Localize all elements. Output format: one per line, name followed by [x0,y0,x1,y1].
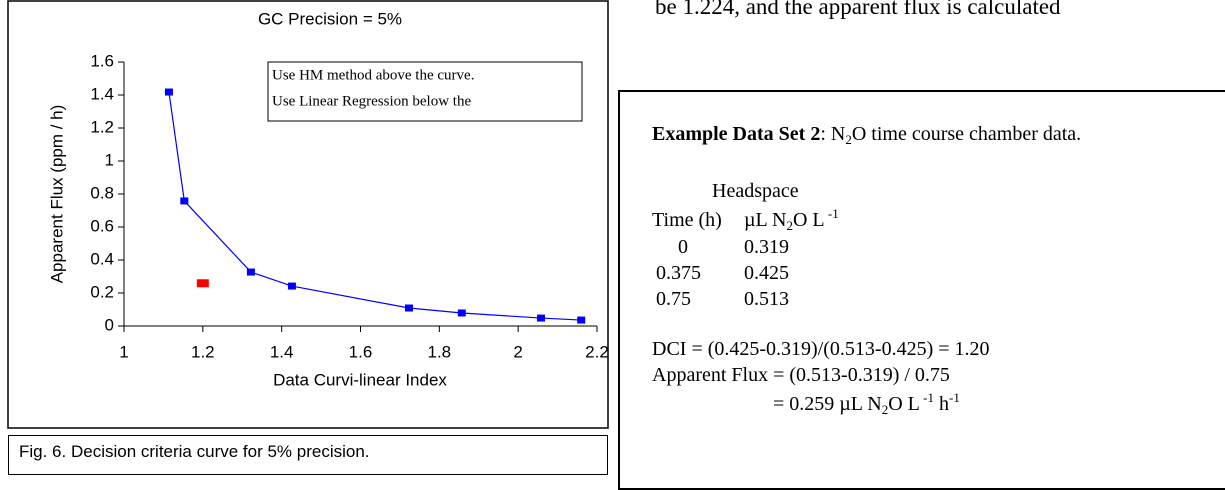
table-cell: 0.319 [744,236,789,258]
y-axis-label: Apparent Flux (ppm / h) [47,105,66,284]
x-tick-label: 2 [513,342,522,361]
body-text: be 1.224, and the apparent flux is calcu… [655,0,1061,19]
text: O L [792,209,825,231]
y-tick-label: 0.2 [90,282,114,301]
x-tick-label: 1.2 [191,342,215,361]
column-header: Headspace [712,180,799,202]
y-tick-label: 1.4 [90,84,114,103]
text: O time course chamber data. [851,123,1082,145]
annotation-box [267,61,583,122]
data-point [457,309,466,317]
chart-frame [7,0,609,429]
flux-result: = 0.259 µL N2O L -1 h-1 [773,390,960,417]
table-cell: 0.375 [656,262,701,284]
y-tick-label: 0 [105,315,114,334]
data-line [168,91,582,321]
superscript: -1 [919,390,934,405]
y-tick-label: 1.2 [90,117,114,136]
example-box: Example Data Set 2: N2O time course cham… [618,90,1225,490]
unit-header: µL N2O L -1 [744,206,839,233]
figure-caption: Fig. 6. Decision criteria curve for 5% p… [8,435,608,475]
text: µL N [744,209,787,231]
data-point [164,88,173,96]
y-tick-label: 0.4 [90,249,114,268]
text: : N [820,123,846,145]
superscript: -1 [949,390,960,405]
data-point [287,282,296,290]
table-cell: 0.513 [744,288,789,310]
x-tick-label: 1.6 [349,342,373,361]
table-cell: 0.425 [744,262,789,284]
data-point [577,316,586,324]
subscript: 2 [845,132,852,147]
superscript: -1 [824,206,839,221]
example-intro: Example Data Set 2: N2O time course cham… [652,122,1192,146]
dci-line: DCI = (0.425-0.319)/(0.513-0.425) = 1.20 [652,338,990,360]
y-tick-label: 1 [105,150,114,169]
data-point [404,304,413,312]
subscript: 2 [881,402,889,417]
y-tick-label: 1.6 [90,51,114,70]
table-cell: 0 [678,236,688,258]
subscript: 2 [786,218,793,233]
data-point [180,197,189,205]
x-tick-label: 1.4 [270,342,294,361]
text: = 0.259 µL N [773,393,882,415]
y-tick-label: 0.8 [90,183,114,202]
text: O L [888,393,920,415]
y-tick-label: 0.6 [90,216,114,235]
data-point [246,268,255,276]
x-tick-label: 1 [119,342,128,361]
x-tick-label: 2.2 [585,342,609,361]
annotation: Use Linear Regression below the [272,93,471,109]
text: h [939,393,949,415]
example-label: Example Data Set 2 [652,123,821,145]
x-axis-label: Data Curvi-linear Index [273,370,447,389]
flux-line: Apparent Flux = (0.513-0.319) / 0.75 [652,364,950,386]
column-header: Time (h) [652,209,722,231]
data-point [196,279,209,288]
x-tick-label: 1.8 [428,342,452,361]
data-point [537,314,546,322]
annotation: Use HM method above the curve. [272,67,474,83]
page: {"top_text": "be 1.224, and the apparent… [7,0,1225,490]
table-cell: 0.75 [656,288,691,310]
chart-title: GC Precision = 5% [258,9,402,28]
chart: GC Precision = 5% Data Curvi-linear Inde… [7,0,609,429]
